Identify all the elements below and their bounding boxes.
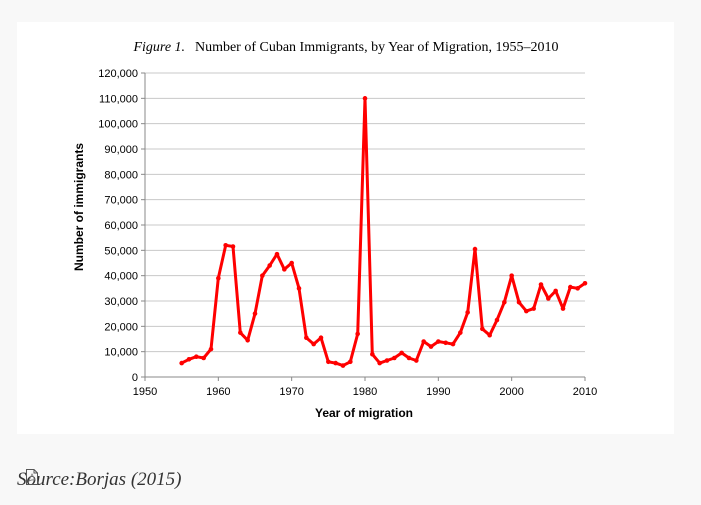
- data-point: [458, 330, 463, 335]
- data-point: [487, 332, 492, 338]
- data-point: [252, 311, 258, 316]
- data-point: [362, 96, 368, 101]
- data-point: [245, 337, 250, 343]
- data-point: [546, 296, 551, 301]
- chart-title-text: Number of Cuban Immigrants, by Year of M…: [195, 40, 559, 55]
- y-tick-label: 80,000: [104, 169, 138, 181]
- data-point: [274, 251, 280, 257]
- y-tick-label: 90,000: [104, 144, 138, 156]
- data-point: [502, 299, 507, 305]
- data-point: [436, 339, 441, 344]
- data-point: [333, 360, 338, 366]
- y-tick-label: 50,000: [104, 245, 138, 257]
- data-point: [575, 286, 580, 291]
- data-point: [208, 346, 214, 352]
- data-point: [230, 244, 236, 249]
- x-axis-label: Year of migration: [315, 406, 413, 420]
- data-point: [443, 340, 448, 346]
- data-point: [399, 350, 404, 356]
- data-point: [428, 344, 434, 349]
- data-point: [472, 246, 478, 252]
- data-point: [560, 306, 566, 311]
- y-tick-label: 10,000: [104, 347, 138, 359]
- tick-labels: 0 10,000 20,000 30,000 40,000 50,000 60,000 70,…: [98, 68, 597, 398]
- data-point: [311, 341, 316, 347]
- figure-label: Figure 1.: [132, 40, 185, 55]
- y-axis-label: Number of immigrants: [72, 143, 86, 271]
- x-tick-label: 2000: [499, 386, 523, 398]
- data-point: [289, 260, 294, 266]
- data-point: [538, 282, 544, 287]
- y-tick-label: 0: [132, 372, 138, 384]
- data-point: [370, 351, 375, 357]
- data-point: [260, 273, 265, 278]
- data-point: [355, 331, 360, 337]
- y-tick-label: 40,000: [104, 271, 138, 283]
- data-point: [216, 275, 221, 281]
- y-tick-label: 30,000: [104, 296, 138, 308]
- data-points: [179, 96, 588, 368]
- x-tick-label: 1970: [279, 386, 303, 398]
- data-point: [267, 263, 272, 268]
- y-tick-label: 100,000: [98, 119, 138, 131]
- data-point: [348, 359, 353, 365]
- data-point: [414, 358, 419, 363]
- data-point: [582, 280, 588, 286]
- data-point: [480, 326, 485, 332]
- x-tick-label: 1960: [206, 386, 230, 398]
- x-tick-label: 1980: [353, 386, 377, 398]
- data-point: [531, 306, 536, 311]
- data-point: [568, 284, 573, 290]
- data-point: [377, 360, 382, 366]
- source-caption: Source: Borjas (2015): [17, 469, 181, 491]
- source-link[interactable]: Borjas (2015): [75, 469, 182, 490]
- data-point: [282, 267, 287, 272]
- y-tick-label: 120,000: [98, 68, 138, 80]
- data-point: [186, 356, 192, 362]
- data-point: [421, 339, 426, 344]
- data-point: [223, 242, 228, 248]
- data-point: [553, 288, 558, 294]
- data-point: [516, 299, 522, 305]
- data-point: [465, 310, 470, 315]
- axes: [141, 72, 586, 381]
- data-point: [384, 358, 390, 363]
- data-point: [509, 273, 514, 278]
- series-line: [180, 96, 587, 368]
- data-point: [406, 355, 412, 361]
- data-point: [392, 355, 397, 361]
- data-point: [326, 359, 331, 365]
- data-point: [340, 363, 346, 368]
- data-point: [201, 355, 206, 361]
- chart-title: Figure 1. Number of Cuban Immigrants, by…: [132, 38, 558, 55]
- x-tick-label: 1950: [133, 386, 157, 398]
- data-point: [179, 360, 184, 366]
- data-point: [194, 354, 199, 360]
- pdf-file-icon: [26, 469, 38, 485]
- y-tick-label: 110,000: [99, 93, 138, 105]
- series-line-path: [180, 96, 587, 368]
- x-tick-label: 1990: [426, 386, 450, 398]
- y-tick-label: 20,000: [104, 321, 138, 333]
- x-tick-label: 2010: [573, 386, 597, 398]
- figure-card: Figure 1. Number of Cuban Immigrants, by…: [17, 22, 674, 434]
- data-point: [318, 335, 324, 341]
- data-point: [296, 286, 302, 291]
- data-point: [524, 308, 529, 314]
- data-point: [450, 341, 456, 347]
- line-chart: Figure 1. Number of Cuban Immigrants, by…: [72, 38, 597, 420]
- data-point: [238, 330, 243, 335]
- data-point: [304, 335, 309, 341]
- y-tick-label: 70,000: [104, 195, 138, 207]
- data-point: [494, 317, 500, 323]
- y-tick-label: 60,000: [104, 220, 138, 232]
